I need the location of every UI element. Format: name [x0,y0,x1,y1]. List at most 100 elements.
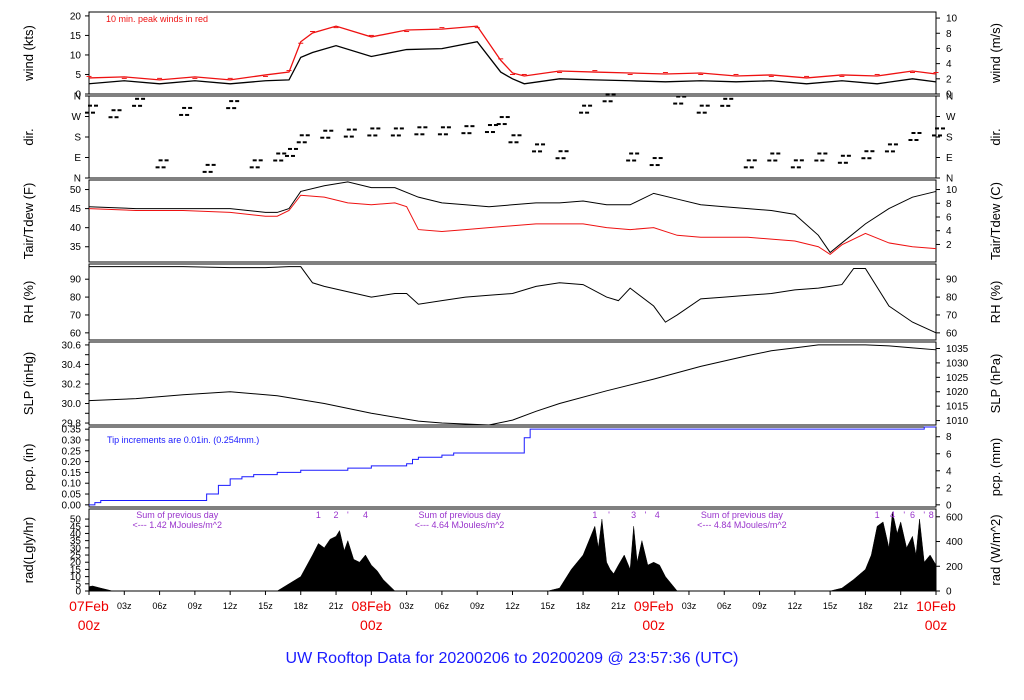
dir-point [673,102,678,105]
dir-point [279,159,284,162]
slp-right-ytick-label: 1030 [946,358,969,369]
temp-ylabel: Tair/Tdew (F) [21,183,36,260]
dir-point [132,104,137,107]
dir-right-ytick-label: N [946,92,953,103]
wind-ytick-label: 20 [70,11,82,22]
wind-right-ytick-label: 0 [946,90,952,101]
dir-point [164,159,169,162]
dir-point [814,159,819,162]
dir-point [299,134,304,137]
dir-point [626,159,631,162]
rad-top-mark: ' [923,510,925,520]
pcp-ytick-label: 0.15 [62,468,82,479]
dir-point [629,152,634,155]
pcp-ylabel-right: pcp. (mm) [988,438,1003,497]
dir-point [470,125,475,128]
dir-point [282,152,287,155]
dir-point [352,128,357,131]
pcp-ytick-label: 0.20 [62,457,82,468]
rad-top-mark: 4 [655,510,660,520]
dir-point [635,152,640,155]
dir-ylabel-right: dir. [988,128,1003,145]
temp-series-0 [88,181,937,254]
rad-ytick-label: 0 [75,587,81,598]
dir-point [655,164,660,167]
dir-ytick-label: N [74,174,81,185]
pcp-ytick-label: 0.10 [62,479,82,490]
dir-point [287,147,292,150]
dir-point [679,102,684,105]
rad-right-ytick-label: 0 [946,587,952,598]
dir-point [302,141,307,144]
dir-point [94,104,98,107]
dir-point [726,104,731,107]
dir-point [329,129,334,132]
dir-point [535,143,540,146]
rad-ytick-label: 45 [70,522,82,533]
dir-point [437,133,442,136]
dir-point [114,116,119,119]
x-hour-label: 06z [435,601,450,611]
dir-point [729,97,734,100]
wind-right-ytick-label: 10 [946,14,958,25]
dir-point [820,159,825,162]
dir-point [652,157,657,160]
dir-point [908,139,913,141]
slp-right-ytick-label: 1035 [946,344,969,355]
temp-right-ytick-label: 8 [946,199,952,210]
temp-ytick-label: 35 [70,242,82,253]
dir-point [229,100,234,103]
dir-point [255,166,260,169]
dir-point [823,152,828,155]
rad-top-mark: 2 [334,510,339,520]
slp-ytick-label: 29.8 [62,419,82,430]
rad-top-mark: 1 [875,510,880,520]
rad-top-mark: 1 [592,510,597,520]
x-day-label: 10Feb [916,598,956,614]
x-hour-label: 21z [329,601,344,611]
rad-top-mark: 1 [316,510,321,520]
dir-point [320,136,325,139]
rh-panel-frame [88,263,937,341]
dir-point [793,159,798,162]
rad-ytick-label: 10 [70,572,82,583]
dir-point [941,127,945,130]
dir-point [752,159,757,162]
dir-point [511,134,516,137]
x-hour-label: 15z [258,601,273,611]
dir-right-ytick-label: N [946,174,953,185]
dir-point [349,135,354,138]
dir-point [720,104,725,107]
temp-panel-frame [88,179,937,263]
x-hour-label: 09z [752,601,767,611]
dir-point [723,97,728,100]
dir-panel-frame [88,95,937,179]
rad-top-mark: ' [903,510,905,520]
dir-point [605,93,610,96]
pcp-ytick-label: 0.30 [62,435,82,446]
dir-point [135,97,140,100]
dir-point [532,150,537,153]
dir-point [649,164,654,167]
dir-point [296,141,301,144]
dir-point [226,107,231,110]
dir-point [846,154,851,157]
dir-right-ytick-label: W [946,112,956,123]
rad-top-mark: ' [347,510,349,520]
dir-point [179,113,184,116]
pcp-right-ytick-label: 4 [946,466,952,477]
dir-point [188,106,193,109]
slp-panel-frame [88,341,937,426]
rad-annotation: <--- 1.42 MJoules/m^2 [132,520,222,530]
dir-point [893,143,898,146]
dir-point [252,159,257,162]
rad-top-mark: 3 [631,510,636,520]
dir-point [138,104,143,107]
dir-point [843,161,848,164]
pcp-right-ytick-label: 2 [946,483,952,494]
rad-annotation: <--- 4.84 MJoules/m^2 [697,520,787,530]
temp-right-ytick-label: 10 [946,185,958,196]
dir-point [370,127,375,130]
dir-point [914,139,919,141]
